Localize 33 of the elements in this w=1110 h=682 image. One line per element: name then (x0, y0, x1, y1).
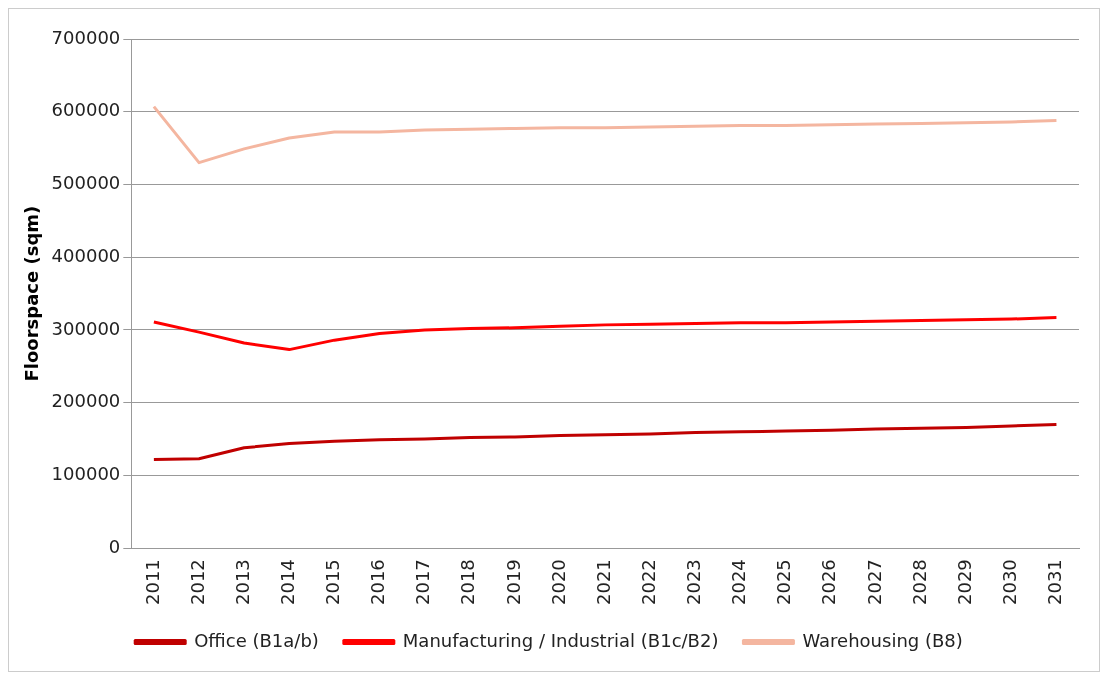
x-tick-label: 2020 (547, 559, 569, 605)
x-tick-label: 2014 (276, 559, 298, 605)
x-tick-label: 2027 (863, 559, 885, 605)
x-tick-label: 2023 (683, 559, 705, 605)
x-tick-label: 2026 (818, 559, 840, 605)
x-tick-label: 2025 (773, 559, 795, 605)
y-tick-label: 500000 (51, 172, 121, 194)
x-tick-label: 2031 (1044, 559, 1066, 605)
x-tick-label: 2013 (231, 559, 253, 605)
y-tick-label: 200000 (51, 390, 121, 412)
x-tick-label: 2015 (322, 559, 344, 605)
x-tick-label: 2029 (953, 559, 975, 605)
x-tick-label: 2024 (728, 559, 750, 605)
y-tick-label: 700000 (51, 26, 121, 48)
x-tick-label: 2017 (412, 559, 434, 605)
x-tick-label: 2011 (141, 559, 163, 605)
y-tick-label: 0 (108, 535, 121, 557)
x-tick-label: 2012 (186, 559, 208, 605)
y-tick-label: 100000 (51, 463, 121, 485)
x-tick-label: 2019 (502, 559, 524, 605)
x-tick-label: 2030 (998, 559, 1020, 605)
x-tick-label: 2018 (457, 559, 479, 605)
x-tick-label: 2016 (367, 559, 389, 605)
x-tick-label: 2021 (592, 559, 614, 605)
y-tick-label: 300000 (51, 317, 121, 339)
legend-label: Manufacturing / Industrial (B1c/B2) (402, 629, 719, 651)
legend-label: Warehousing (B8) (802, 629, 963, 651)
y-tick-label: 600000 (51, 99, 121, 121)
x-tick-label: 2022 (637, 559, 659, 605)
y-axis-title: Floorspace (sqm) (21, 205, 43, 382)
y-tick-label: 400000 (51, 244, 121, 266)
x-tick-label: 2028 (908, 559, 930, 605)
legend-label: Office (B1a/b) (194, 629, 319, 651)
